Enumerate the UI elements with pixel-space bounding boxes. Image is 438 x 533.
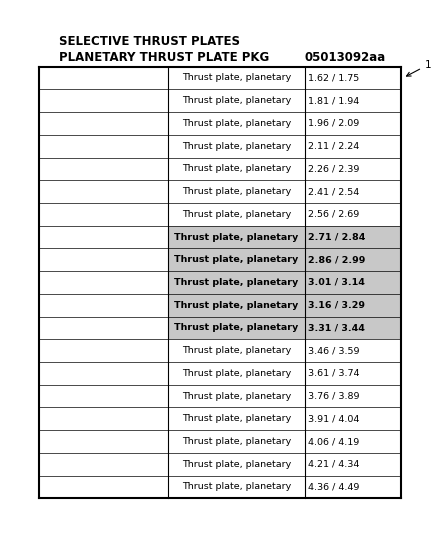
Text: 1.62 / 1.75: 1.62 / 1.75: [307, 74, 359, 83]
Text: Thrust plate, planetary: Thrust plate, planetary: [182, 96, 291, 105]
Bar: [305, 225, 401, 248]
Text: 1: 1: [406, 60, 431, 76]
Text: 3.46 / 3.59: 3.46 / 3.59: [307, 346, 359, 355]
Text: 1.96 / 2.09: 1.96 / 2.09: [307, 119, 359, 128]
Bar: [168, 225, 305, 248]
Text: PLANETARY THRUST PLATE PKG: PLANETARY THRUST PLATE PKG: [59, 51, 269, 63]
Bar: [168, 271, 305, 294]
Text: Thrust plate, planetary: Thrust plate, planetary: [174, 278, 298, 287]
Text: 2.56 / 2.69: 2.56 / 2.69: [307, 210, 359, 219]
Text: Thrust plate, planetary: Thrust plate, planetary: [182, 414, 291, 423]
Text: Thrust plate, planetary: Thrust plate, planetary: [174, 324, 298, 333]
Text: 3.01 / 3.14: 3.01 / 3.14: [307, 278, 364, 287]
Text: 05013092aa: 05013092aa: [304, 51, 386, 63]
Text: 3.91 / 4.04: 3.91 / 4.04: [307, 414, 359, 423]
Text: Thrust plate, planetary: Thrust plate, planetary: [182, 187, 291, 196]
Text: Thrust plate, planetary: Thrust plate, planetary: [182, 369, 291, 378]
Text: Thrust plate, planetary: Thrust plate, planetary: [182, 74, 291, 83]
Text: 4.21 / 4.34: 4.21 / 4.34: [307, 460, 359, 469]
Bar: [168, 248, 305, 271]
Text: 2.41 / 2.54: 2.41 / 2.54: [307, 187, 359, 196]
Text: Thrust plate, planetary: Thrust plate, planetary: [182, 460, 291, 469]
Text: Thrust plate, planetary: Thrust plate, planetary: [182, 119, 291, 128]
Text: Thrust plate, planetary: Thrust plate, planetary: [182, 164, 291, 173]
Text: 3.16 / 3.29: 3.16 / 3.29: [307, 301, 365, 310]
Text: 3.76 / 3.89: 3.76 / 3.89: [307, 392, 359, 401]
Text: Thrust plate, planetary: Thrust plate, planetary: [182, 346, 291, 355]
Text: Thrust plate, planetary: Thrust plate, planetary: [174, 301, 298, 310]
Text: Thrust plate, planetary: Thrust plate, planetary: [182, 210, 291, 219]
Text: Thrust plate, planetary: Thrust plate, planetary: [182, 142, 291, 151]
Text: 1.81 / 1.94: 1.81 / 1.94: [307, 96, 359, 105]
Text: 4.06 / 4.19: 4.06 / 4.19: [307, 437, 359, 446]
Text: Thrust plate, planetary: Thrust plate, planetary: [174, 255, 298, 264]
Text: 2.26 / 2.39: 2.26 / 2.39: [307, 164, 359, 173]
Text: 3.31 / 3.44: 3.31 / 3.44: [307, 324, 364, 333]
Bar: [305, 248, 401, 271]
Bar: [305, 317, 401, 340]
Text: Thrust plate, planetary: Thrust plate, planetary: [182, 437, 291, 446]
Text: 4.36 / 4.49: 4.36 / 4.49: [307, 482, 359, 491]
Bar: [168, 294, 305, 317]
Text: 2.11 / 2.24: 2.11 / 2.24: [307, 142, 359, 151]
Text: Thrust plate, planetary: Thrust plate, planetary: [182, 392, 291, 401]
Text: 3.61 / 3.74: 3.61 / 3.74: [307, 369, 359, 378]
Text: Thrust plate, planetary: Thrust plate, planetary: [182, 482, 291, 491]
Bar: [305, 294, 401, 317]
Bar: [168, 317, 305, 340]
Text: 2.86 / 2.99: 2.86 / 2.99: [307, 255, 365, 264]
Text: SELECTIVE THRUST PLATES: SELECTIVE THRUST PLATES: [59, 35, 240, 47]
Text: 2.71 / 2.84: 2.71 / 2.84: [307, 232, 365, 241]
Bar: [305, 271, 401, 294]
Text: Thrust plate, planetary: Thrust plate, planetary: [174, 232, 298, 241]
